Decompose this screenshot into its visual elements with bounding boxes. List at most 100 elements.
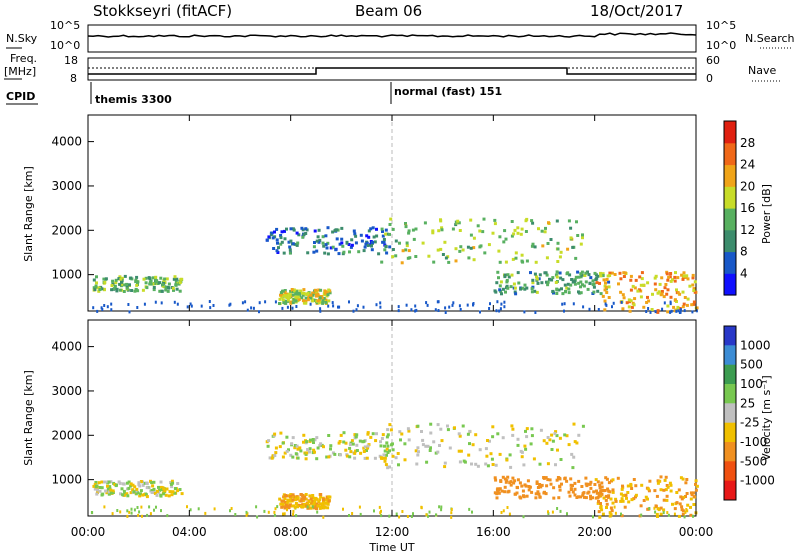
velocity-cell: [391, 442, 394, 446]
velocity-cell: [501, 436, 505, 440]
power-ground-cell: [611, 305, 613, 309]
power-ground-cell: [154, 300, 157, 304]
power-cell: [165, 277, 169, 281]
power-cell: [559, 250, 563, 254]
power-cell: [118, 275, 122, 279]
power-cell: [314, 294, 318, 298]
power-cell: [582, 284, 586, 288]
velocity-cell: [428, 449, 432, 452]
velocity-ground-cell: [133, 508, 136, 512]
velocity-cell: [550, 448, 554, 451]
power-cell: [586, 287, 590, 291]
power-cell: [669, 295, 673, 299]
velocity-cell: [158, 488, 161, 492]
velocity-cell: [273, 432, 277, 436]
velocity-cell: [383, 456, 387, 460]
power-ytick-label: 1000: [51, 268, 82, 282]
velocity-cell: [293, 446, 297, 450]
velocity-cell: [511, 433, 515, 437]
power-cell: [555, 270, 559, 274]
power-ground-cell: [479, 310, 481, 314]
power-cell: [97, 289, 101, 293]
velocity-ground-cell: [294, 506, 297, 510]
power-cell: [603, 308, 607, 312]
velocity-cell: [685, 478, 689, 481]
velocity-ground-cell: [502, 509, 505, 513]
velocity-cell: [298, 446, 302, 450]
power-cell: [674, 271, 677, 275]
power-cell: [431, 229, 435, 233]
power-cell: [381, 234, 385, 238]
velocity-cell: [155, 489, 159, 493]
power-cell: [278, 302, 281, 305]
velocity-cell: [171, 481, 175, 485]
power-cell: [591, 283, 595, 287]
velocity-cell: [302, 433, 306, 437]
power-ground-cell: [106, 305, 109, 309]
power-ground-cell: [101, 308, 104, 311]
velocity-cell: [373, 456, 377, 460]
velocity-cell: [611, 490, 615, 494]
velocity-cell: [584, 496, 588, 500]
power-cell: [283, 301, 287, 305]
power-cell: [327, 288, 331, 292]
power-ground-cell: [645, 310, 648, 313]
power-cell: [306, 298, 310, 302]
velocity-cell: [129, 491, 133, 495]
power-cell: [683, 296, 687, 299]
velocity-ground-cell: [450, 515, 453, 519]
velocity-cell: [355, 433, 359, 437]
power-cell: [565, 286, 569, 290]
velocity-cell: [103, 480, 106, 484]
velocity-cell: [344, 448, 348, 452]
power-cell: [525, 286, 529, 290]
velocity-cell: [680, 505, 684, 509]
power-ground-cell: [669, 300, 672, 304]
velocity-cell: [176, 482, 180, 485]
power-cell: [152, 288, 156, 292]
power-cell: [640, 271, 644, 275]
velocity-cell: [604, 498, 608, 502]
power-cell: [550, 278, 554, 282]
power-cell: [431, 231, 435, 235]
power-cell: [686, 297, 690, 301]
velocity-ground-cell: [640, 513, 643, 517]
power-cell: [531, 242, 535, 246]
power-cell: [117, 277, 121, 281]
velocity-ground-cell: [620, 512, 622, 516]
power-cell: [391, 255, 395, 259]
velocity-cell: [386, 428, 390, 432]
velocity-cell: [121, 482, 125, 486]
power-ground-cell: [496, 300, 499, 304]
velocity-cell: [366, 446, 370, 450]
power-cell: [292, 297, 296, 301]
velocity-ground-cell: [306, 505, 309, 509]
velocity-cell: [474, 433, 478, 437]
power-cell: [154, 275, 158, 279]
power-cell: [324, 301, 328, 304]
velocity-cell: [484, 462, 488, 466]
power-cell: [656, 309, 660, 313]
power-cell: [619, 290, 623, 294]
power-cell: [297, 233, 301, 237]
power-cell: [321, 241, 325, 245]
velocity-ground-cell: [686, 509, 689, 513]
velocity-cell: [157, 485, 160, 489]
freq-unit-label: [MHz]: [4, 65, 36, 78]
power-cell: [506, 286, 510, 290]
power-cell: [280, 240, 284, 244]
velocity-cell: [170, 493, 174, 497]
power-cell: [503, 275, 507, 279]
power-colorbar-tick: 12: [740, 223, 755, 237]
velocity-cell: [180, 492, 184, 496]
velocity-cell: [677, 514, 681, 518]
xtick-label: 04:00: [172, 525, 207, 539]
velocity-cell: [350, 439, 354, 443]
velocity-cell: [607, 481, 611, 485]
power-cell: [321, 301, 325, 305]
power-cell: [125, 286, 129, 290]
power-ground-cell: [620, 300, 623, 304]
power-cell: [520, 253, 524, 257]
velocity-cell: [620, 497, 624, 501]
velocity-ground-cell: [273, 510, 276, 514]
